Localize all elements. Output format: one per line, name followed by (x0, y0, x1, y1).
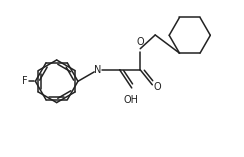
Text: F: F (22, 76, 28, 86)
Text: O: O (154, 82, 162, 92)
Text: N: N (94, 65, 102, 75)
Text: OH: OH (123, 95, 138, 105)
Text: O: O (136, 37, 144, 47)
